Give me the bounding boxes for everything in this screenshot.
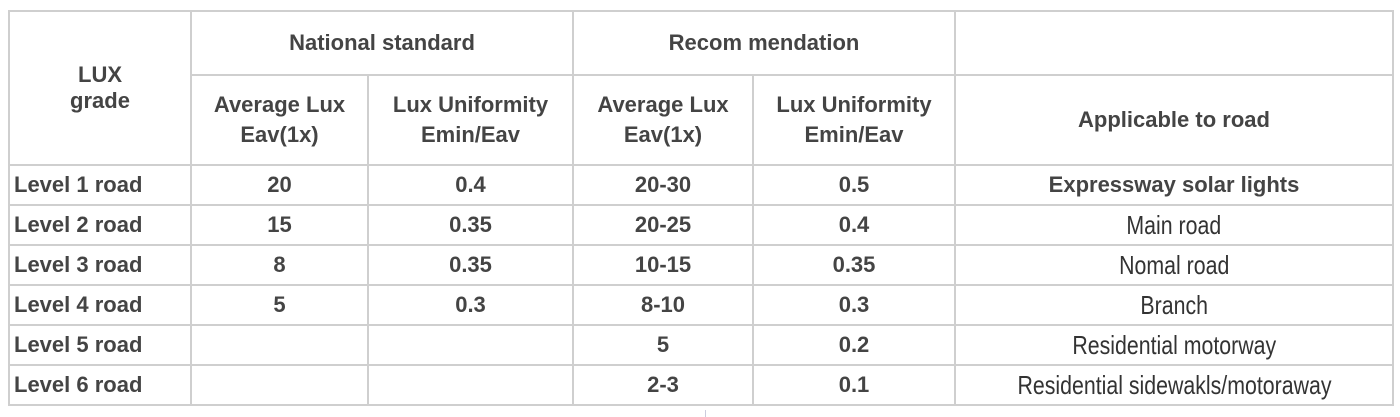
national-avg-lux-cell [190, 364, 369, 406]
recommended-avg-lux-cell: 8-10 [572, 284, 754, 326]
road-type-text: Residential motorway [1072, 329, 1276, 360]
applicable-road-cell: Branch [954, 284, 1394, 326]
level-cell: Level 1 road [8, 164, 192, 206]
recommended-uniformity-cell: 0.5 [752, 164, 956, 206]
header-nat-uniformity: Lux Uniformity Emin/Eav [367, 74, 574, 166]
national-uniformity-cell: 0.4 [367, 164, 574, 206]
recommended-avg-lux-cell: 20-30 [572, 164, 754, 206]
lux-grade-table: LUX grade National standard Recom mendati… [8, 10, 1394, 406]
recommended-avg-lux-cell: 2-3 [572, 364, 754, 406]
header-rec-avg-lux: Average Lux Eav(1x) [572, 74, 754, 166]
table-row: Level 6 road 2-3 0.1 Residential sidewakls/… [8, 364, 1394, 406]
recommended-uniformity-cell: 0.4 [752, 204, 956, 246]
national-avg-lux-cell: 15 [190, 204, 369, 246]
header-lux-grade: LUX grade [8, 10, 192, 166]
table-row: Level 2 road 15 0.35 20-25 0.4 Main road [8, 204, 1394, 246]
recommended-uniformity-cell: 0.1 [752, 364, 956, 406]
recommended-uniformity-cell: 0.35 [752, 244, 956, 286]
national-uniformity-cell [367, 324, 574, 366]
applicable-road-cell: Residential sidewakls/motoraway [954, 364, 1394, 406]
level-cell: Level 2 road [8, 204, 192, 246]
national-avg-lux-cell [190, 324, 369, 366]
divider-mark [705, 410, 706, 417]
table-row: Level 3 road 8 0.35 10-15 0.35 Nomal road [8, 244, 1394, 286]
header-national-standard: National standard [190, 10, 574, 76]
header-recommendation: Recom mendation [572, 10, 956, 76]
recommended-avg-lux-cell: 10-15 [572, 244, 754, 286]
header-applicable-road: Applicable to road [954, 74, 1394, 166]
level-cell: Level 6 road [8, 364, 192, 406]
road-type-text: Main road [1126, 209, 1222, 240]
header-rec-uniformity: Lux Uniformity Emin/Eav [752, 74, 956, 166]
header-row-1: LUX grade National standard Recom mendati… [8, 10, 1394, 166]
level-cell: Level 5 road [8, 324, 192, 366]
national-uniformity-cell [367, 364, 574, 406]
header-row-2: Average Lux Eav(1x) Lux Uniformity Emin/Ea… [9, 74, 1394, 166]
recommended-uniformity-cell: 0.3 [752, 284, 956, 326]
national-avg-lux-cell: 5 [190, 284, 369, 326]
table-row: Level 5 road 5 0.2 Residential motorway [8, 324, 1394, 366]
recommended-uniformity-cell: 0.2 [752, 324, 956, 366]
national-uniformity-cell: 0.35 [367, 204, 574, 246]
level-cell: Level 3 road [8, 244, 192, 286]
road-type-text: Nomal road [1118, 249, 1230, 280]
table-row: Level 4 road 5 0.3 8-10 0.3 Branch [8, 284, 1394, 326]
recommended-avg-lux-cell: 5 [572, 324, 754, 366]
applicable-road-cell: Nomal road [954, 244, 1394, 286]
applicable-road-cell: Residential motorway [954, 324, 1394, 366]
road-type-text: Branch [1140, 289, 1208, 320]
national-avg-lux-cell: 20 [190, 164, 369, 206]
header-blank [954, 10, 1394, 76]
applicable-road-cell: Main road [954, 204, 1394, 246]
recommended-avg-lux-cell: 20-25 [572, 204, 754, 246]
national-uniformity-cell: 0.35 [367, 244, 574, 286]
national-avg-lux-cell: 8 [190, 244, 369, 286]
road-type-text: Residential sidewakls/motoraway [1016, 369, 1332, 400]
table-row: Level 1 road 20 0.4 20-30 0.5 Expressway sola… [8, 164, 1394, 206]
level-cell: Level 4 road [8, 284, 192, 326]
applicable-road-cell: Expressway solar lights [954, 164, 1394, 206]
header-nat-avg-lux: Average Lux Eav(1x) [190, 74, 369, 166]
road-type-text: Expressway solar lights [1048, 172, 1300, 197]
national-uniformity-cell: 0.3 [367, 284, 574, 326]
